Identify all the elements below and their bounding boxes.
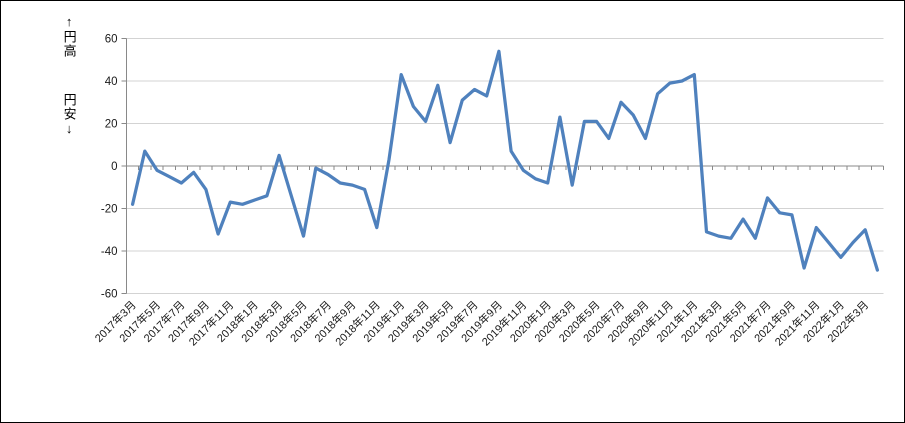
y-tick-label: 20	[105, 119, 118, 131]
y-tick-label: -20	[101, 204, 118, 216]
y-tick-label: -40	[101, 246, 118, 258]
y-axis-annotation-yen-low: 円安↓	[61, 93, 77, 137]
y-axis-annotation-yen-high: ↑円高	[61, 14, 77, 58]
y-tick-label: -60	[101, 289, 118, 301]
y-tick-label: 40	[105, 76, 118, 88]
data-line-series	[130, 49, 880, 272]
y-tick-label: 0	[111, 161, 117, 173]
y-tick-label: 60	[105, 34, 118, 46]
